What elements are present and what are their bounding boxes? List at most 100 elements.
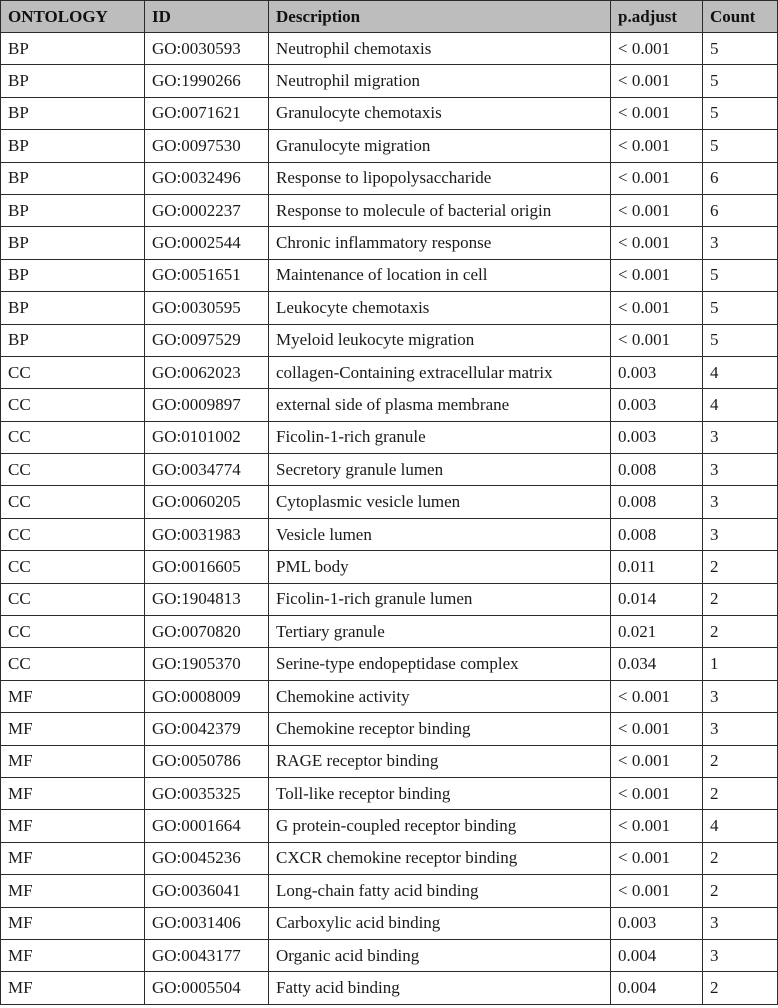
- table-row: BP GO:0032496 Response to lipopolysacchari…: [0, 161, 778, 195]
- description-cell: Fatty acid binding: [268, 971, 611, 1005]
- p-adjust-cell: < 0.001: [610, 809, 703, 843]
- description-cell: CXCR chemokine receptor binding: [268, 841, 611, 876]
- description-cell: Chemokine receptor binding: [268, 712, 611, 746]
- table-row: MF GO:0008009 Chemokine activity < 0.001 3: [0, 679, 778, 714]
- count-cell: 3: [702, 420, 778, 455]
- p-adjust-cell: 0.021: [610, 615, 703, 649]
- table-row: CC GO:0016605 PML body 0.011 2: [0, 550, 778, 584]
- description-cell: Leukocyte chemotaxis: [268, 291, 611, 325]
- table-row: MF GO:0031406 Carboxylic acid binding 0.003…: [0, 906, 778, 940]
- ontology-cell: CC: [0, 517, 145, 552]
- description-cell: Secretory granule lumen: [268, 453, 611, 487]
- ontology-cell: MF: [0, 712, 145, 746]
- ontology-cell: BP: [0, 64, 145, 98]
- p-adjust-cell: 0.008: [610, 517, 703, 552]
- go-id-cell: GO:0043177: [144, 938, 269, 973]
- column-header-p-adjust: p.adjust: [610, 0, 703, 33]
- go-id-cell: GO:1904813: [144, 582, 269, 617]
- ontology-cell: BP: [0, 31, 145, 66]
- go-id-cell: GO:0002544: [144, 226, 269, 260]
- description-cell: Toll-like receptor binding: [268, 776, 611, 811]
- description-cell: G protein-coupled receptor binding: [268, 809, 611, 843]
- count-cell: 2: [702, 841, 778, 876]
- go-id-cell: GO:0062023: [144, 355, 269, 390]
- table-row: BP GO:0002237 Response to molecule of bact…: [0, 193, 778, 228]
- ontology-cell: MF: [0, 841, 145, 876]
- go-id-cell: GO:0002237: [144, 193, 269, 228]
- ontology-cell: MF: [0, 874, 145, 908]
- description-cell: Cytoplasmic vesicle lumen: [268, 485, 611, 519]
- go-id-cell: GO:0060205: [144, 485, 269, 519]
- count-cell: 4: [702, 388, 778, 422]
- go-id-cell: GO:0030595: [144, 291, 269, 325]
- table-row: MF GO:0045236 CXCR chemokine receptor bind…: [0, 841, 778, 876]
- ontology-cell: CC: [0, 453, 145, 487]
- p-adjust-cell: 0.008: [610, 485, 703, 519]
- ontology-cell: BP: [0, 323, 145, 357]
- table-row: BP GO:0097529 Myeloid leukocyte migration <…: [0, 323, 778, 357]
- go-id-cell: GO:0050786: [144, 744, 269, 778]
- count-cell: 5: [702, 31, 778, 66]
- description-cell: Myeloid leukocyte migration: [268, 323, 611, 357]
- table-row: BP GO:0002544 Chronic inflammatory respons…: [0, 226, 778, 260]
- go-id-cell: GO:0045236: [144, 841, 269, 876]
- go-id-cell: GO:0016605: [144, 550, 269, 584]
- column-header-ontology: ONTOLOGY: [0, 0, 145, 33]
- description-cell: Vesicle lumen: [268, 517, 611, 552]
- table-row: BP GO:0097530 Granulocyte migration < 0.001…: [0, 129, 778, 163]
- count-cell: 3: [702, 226, 778, 260]
- go-id-cell: GO:0101002: [144, 420, 269, 455]
- ontology-cell: MF: [0, 776, 145, 811]
- p-adjust-cell: < 0.001: [610, 874, 703, 908]
- p-adjust-cell: < 0.001: [610, 96, 703, 131]
- count-cell: 3: [702, 485, 778, 519]
- go-id-cell: GO:0032496: [144, 161, 269, 195]
- count-cell: 3: [702, 517, 778, 552]
- ontology-cell: BP: [0, 193, 145, 228]
- ontology-cell: MF: [0, 971, 145, 1005]
- go-id-cell: GO:0070820: [144, 615, 269, 649]
- count-cell: 2: [702, 874, 778, 908]
- table-row: MF GO:0042379 Chemokine receptor binding < …: [0, 712, 778, 746]
- count-cell: 5: [702, 129, 778, 163]
- p-adjust-cell: < 0.001: [610, 226, 703, 260]
- p-adjust-cell: < 0.001: [610, 31, 703, 66]
- p-adjust-cell: 0.008: [610, 453, 703, 487]
- description-cell: Organic acid binding: [268, 938, 611, 973]
- table-row: CC GO:0070820 Tertiary granule 0.021 2: [0, 615, 778, 649]
- description-cell: Carboxylic acid binding: [268, 906, 611, 940]
- ontology-cell: BP: [0, 96, 145, 131]
- description-cell: Neutrophil migration: [268, 64, 611, 98]
- description-cell: Ficolin-1-rich granule lumen: [268, 582, 611, 617]
- description-cell: RAGE receptor binding: [268, 744, 611, 778]
- header-row: ONTOLOGY ID Description p.adjust Count: [0, 0, 778, 33]
- count-cell: 2: [702, 550, 778, 584]
- table-row: BP GO:0051651 Maintenance of location in c…: [0, 258, 778, 293]
- p-adjust-cell: 0.003: [610, 906, 703, 940]
- count-cell: 5: [702, 64, 778, 98]
- go-id-cell: GO:0034774: [144, 453, 269, 487]
- ontology-cell: MF: [0, 906, 145, 940]
- table-row: MF GO:0035325 Toll-like receptor binding < …: [0, 776, 778, 811]
- ontology-cell: CC: [0, 485, 145, 519]
- description-cell: Tertiary granule: [268, 615, 611, 649]
- table-row: BP GO:0030593 Neutrophil chemotaxis < 0.001…: [0, 31, 778, 66]
- p-adjust-cell: 0.034: [610, 647, 703, 681]
- p-adjust-cell: < 0.001: [610, 776, 703, 811]
- p-adjust-cell: 0.003: [610, 355, 703, 390]
- table-row: CC GO:0034774 Secretory granule lumen 0.008…: [0, 453, 778, 487]
- count-cell: 2: [702, 744, 778, 778]
- description-cell: Chemokine activity: [268, 679, 611, 714]
- description-cell: Granulocyte migration: [268, 129, 611, 163]
- count-cell: 5: [702, 323, 778, 357]
- go-id-cell: GO:0042379: [144, 712, 269, 746]
- ontology-cell: MF: [0, 809, 145, 843]
- count-cell: 6: [702, 193, 778, 228]
- table-row: MF GO:0005504 Fatty acid binding 0.004 2: [0, 971, 778, 1005]
- go-id-cell: GO:0036041: [144, 874, 269, 908]
- ontology-cell: BP: [0, 161, 145, 195]
- ontology-cell: MF: [0, 744, 145, 778]
- count-cell: 5: [702, 96, 778, 131]
- count-cell: 4: [702, 355, 778, 390]
- p-adjust-cell: 0.014: [610, 582, 703, 617]
